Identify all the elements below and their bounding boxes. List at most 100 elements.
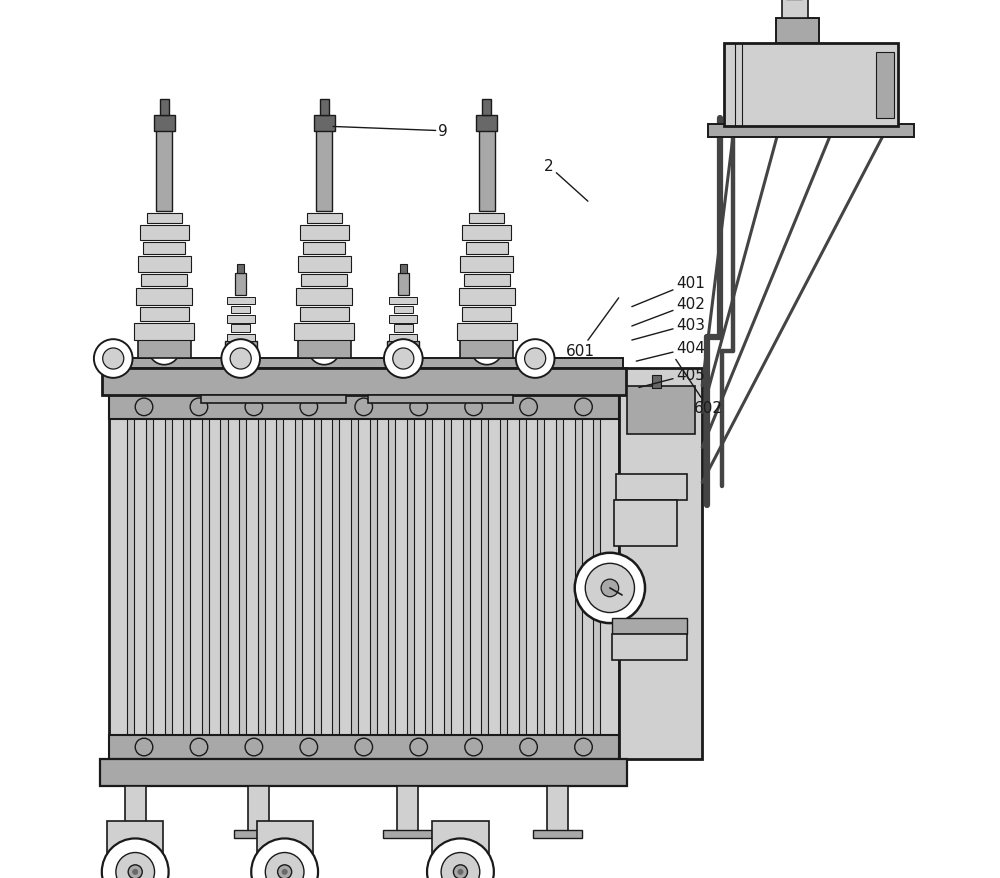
Bar bbox=[462, 226, 511, 241]
Bar bbox=[136, 289, 192, 306]
Bar bbox=[383, 830, 432, 838]
Bar bbox=[227, 335, 255, 342]
Bar bbox=[394, 306, 413, 314]
Bar bbox=[724, 44, 898, 127]
Circle shape bbox=[410, 738, 427, 756]
Bar bbox=[307, 213, 342, 224]
Bar bbox=[303, 242, 345, 255]
Bar bbox=[134, 323, 194, 341]
Bar bbox=[463, 406, 470, 749]
Circle shape bbox=[427, 838, 494, 878]
Bar bbox=[457, 323, 517, 341]
Bar bbox=[227, 316, 255, 323]
Bar bbox=[466, 242, 508, 255]
Bar bbox=[237, 265, 244, 274]
Bar bbox=[127, 406, 134, 749]
Circle shape bbox=[575, 738, 592, 756]
Bar bbox=[295, 406, 302, 749]
Bar bbox=[593, 406, 600, 749]
Bar bbox=[146, 406, 153, 749]
Bar bbox=[141, 274, 187, 287]
Bar bbox=[398, 274, 409, 296]
Circle shape bbox=[94, 340, 133, 378]
Bar bbox=[612, 618, 687, 634]
Bar bbox=[107, 821, 163, 856]
Circle shape bbox=[230, 349, 251, 370]
Text: 405: 405 bbox=[639, 367, 705, 388]
Circle shape bbox=[465, 738, 482, 756]
Circle shape bbox=[300, 399, 318, 416]
Bar bbox=[460, 256, 513, 272]
Bar bbox=[143, 242, 185, 255]
Bar bbox=[160, 100, 169, 116]
Circle shape bbox=[355, 738, 373, 756]
Bar bbox=[389, 335, 417, 342]
Circle shape bbox=[133, 869, 138, 874]
Circle shape bbox=[245, 738, 263, 756]
Circle shape bbox=[190, 399, 208, 416]
Bar bbox=[300, 226, 349, 241]
Bar bbox=[100, 759, 627, 786]
Bar bbox=[469, 213, 504, 224]
Circle shape bbox=[392, 336, 415, 359]
Bar bbox=[876, 53, 894, 119]
Bar bbox=[154, 116, 175, 132]
Bar bbox=[462, 307, 511, 321]
Bar bbox=[407, 406, 414, 749]
Bar bbox=[109, 735, 619, 759]
Bar bbox=[220, 406, 228, 749]
Circle shape bbox=[575, 399, 592, 416]
Bar bbox=[368, 395, 513, 404]
Circle shape bbox=[453, 865, 467, 878]
Bar bbox=[301, 274, 347, 287]
Circle shape bbox=[229, 336, 252, 359]
Circle shape bbox=[102, 838, 169, 878]
Circle shape bbox=[410, 399, 427, 416]
Circle shape bbox=[516, 340, 554, 378]
Bar bbox=[482, 100, 491, 116]
Circle shape bbox=[520, 738, 537, 756]
Bar bbox=[537, 406, 544, 749]
Bar bbox=[464, 274, 510, 287]
Circle shape bbox=[601, 579, 619, 597]
Circle shape bbox=[116, 853, 155, 878]
Bar bbox=[298, 341, 351, 358]
Bar bbox=[140, 307, 189, 321]
Bar bbox=[298, 256, 351, 272]
Bar bbox=[481, 406, 488, 749]
Bar bbox=[294, 323, 354, 341]
Circle shape bbox=[355, 399, 373, 416]
Bar bbox=[296, 289, 352, 306]
Circle shape bbox=[190, 738, 208, 756]
Bar bbox=[460, 341, 513, 358]
Bar bbox=[370, 406, 377, 749]
Bar bbox=[300, 307, 349, 321]
Bar bbox=[235, 274, 246, 296]
Bar bbox=[111, 830, 160, 838]
Circle shape bbox=[300, 738, 318, 756]
Bar bbox=[147, 213, 182, 224]
Bar bbox=[425, 406, 432, 749]
Bar bbox=[500, 406, 507, 749]
Bar bbox=[231, 325, 250, 333]
Bar bbox=[619, 369, 702, 759]
Text: 401: 401 bbox=[632, 276, 705, 307]
Bar bbox=[109, 395, 619, 420]
Circle shape bbox=[465, 399, 482, 416]
Circle shape bbox=[471, 334, 503, 365]
Bar bbox=[332, 406, 339, 749]
Bar bbox=[234, 830, 283, 838]
Bar bbox=[165, 406, 172, 749]
Bar bbox=[257, 821, 313, 856]
Bar bbox=[248, 786, 269, 834]
Bar bbox=[104, 358, 623, 369]
Bar bbox=[109, 395, 619, 759]
Circle shape bbox=[278, 865, 292, 878]
Circle shape bbox=[135, 738, 153, 756]
Circle shape bbox=[393, 349, 414, 370]
Text: 601: 601 bbox=[566, 299, 619, 358]
Circle shape bbox=[251, 838, 318, 878]
Bar bbox=[652, 376, 661, 388]
Bar bbox=[616, 474, 687, 500]
Circle shape bbox=[525, 349, 546, 370]
